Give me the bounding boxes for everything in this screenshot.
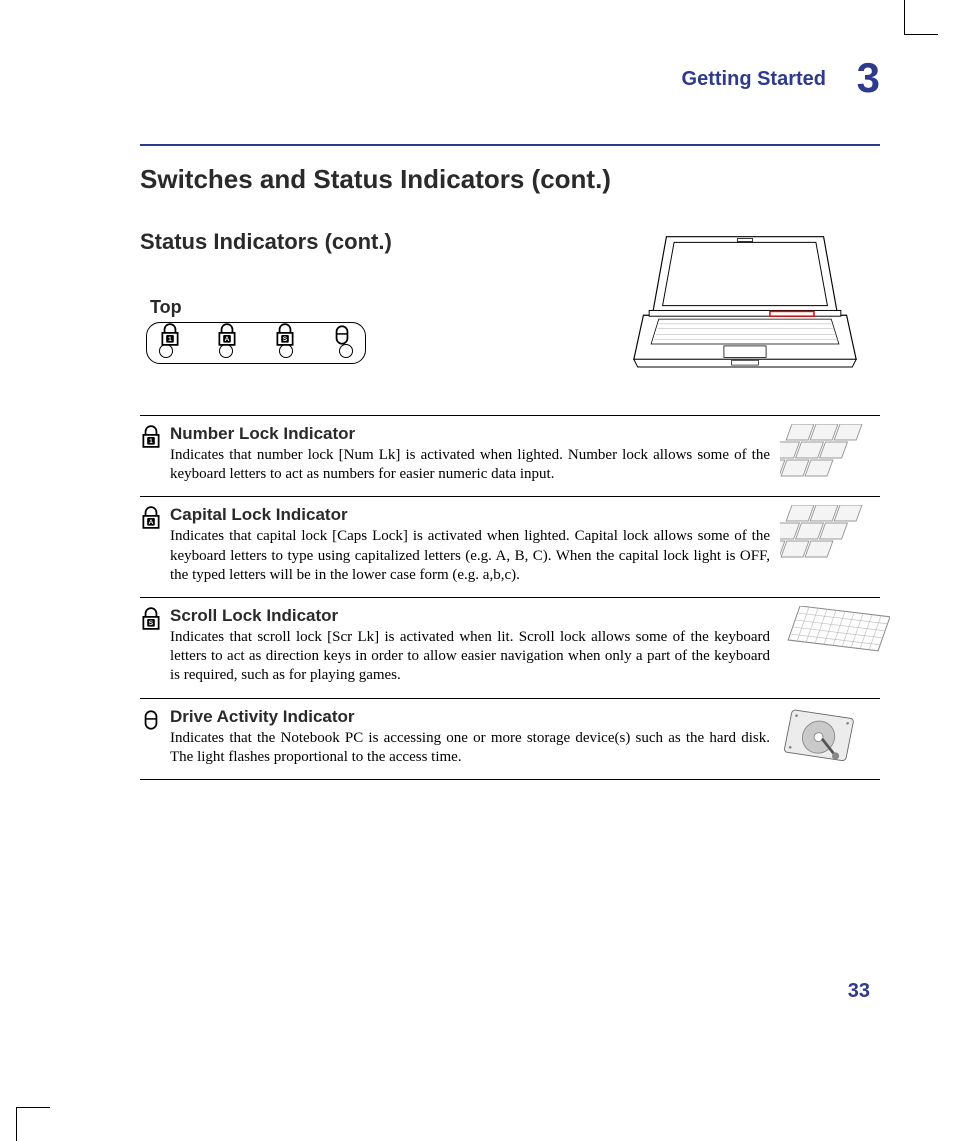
- top-label: Top: [150, 297, 440, 318]
- thumb-hard-disk: [780, 707, 880, 770]
- section-subtitle: Status Indicators (cont.): [140, 229, 440, 255]
- capslock-icon: [216, 328, 238, 342]
- numlock-icon: [140, 424, 170, 454]
- indicator-text: Indicates that number lock [Num Lk] is a…: [170, 446, 770, 484]
- indicator-heading: Scroll Lock Indicator: [170, 606, 770, 626]
- indicator-scrolllock: Scroll Lock Indicator Indicates that scr…: [140, 597, 880, 698]
- indicator-numlock: Number Lock Indicator Indicates that num…: [140, 415, 880, 496]
- scrolllock-icon: [140, 606, 170, 636]
- page-number: 33: [848, 980, 870, 1003]
- indicator-drive: Drive Activity Indicator Indicates that …: [140, 698, 880, 780]
- top-illustration-area: Status Indicators (cont.) Top: [140, 229, 880, 379]
- indicator-panel-illustration: [146, 322, 366, 364]
- drive-icon: [331, 328, 353, 342]
- crop-mark: [904, 34, 938, 35]
- led-indicator: [339, 344, 353, 358]
- thumb-keyboard-keys: [780, 505, 880, 566]
- indicator-capslock: Capital Lock Indicator Indicates that ca…: [140, 496, 880, 597]
- chapter-number: 3: [857, 54, 880, 102]
- indicator-text: Indicates that the Notebook PC is access…: [170, 729, 770, 767]
- drive-icon: [140, 707, 170, 737]
- capslock-icon: [140, 505, 170, 535]
- crop-mark: [904, 0, 905, 34]
- page: Getting Started 3 Switches and Status In…: [140, 60, 880, 780]
- led-indicator: [219, 344, 233, 358]
- scrolllock-icon: [274, 328, 296, 342]
- led-indicator: [159, 344, 173, 358]
- crop-mark: [16, 1107, 50, 1108]
- indicator-text: Indicates that capital lock [Caps Lock] …: [170, 527, 770, 585]
- chapter-title: Getting Started: [682, 68, 826, 91]
- thumb-keyboard-keys: [780, 424, 880, 485]
- header-rule: [140, 144, 880, 146]
- numlock-icon: [159, 328, 181, 342]
- indicator-heading: Drive Activity Indicator: [170, 707, 770, 727]
- led-indicator: [279, 344, 293, 358]
- page-header: Getting Started 3: [140, 60, 880, 106]
- indicator-text: Indicates that scroll lock [Scr Lk] is a…: [170, 628, 770, 686]
- page-title: Switches and Status Indicators (cont.): [140, 164, 880, 195]
- indicator-sections: Number Lock Indicator Indicates that num…: [140, 415, 880, 780]
- crop-mark: [16, 1107, 17, 1141]
- indicator-heading: Capital Lock Indicator: [170, 505, 770, 525]
- indicator-heading: Number Lock Indicator: [170, 424, 770, 444]
- thumb-full-keyboard: [780, 606, 880, 657]
- laptop-illustration: [630, 229, 860, 387]
